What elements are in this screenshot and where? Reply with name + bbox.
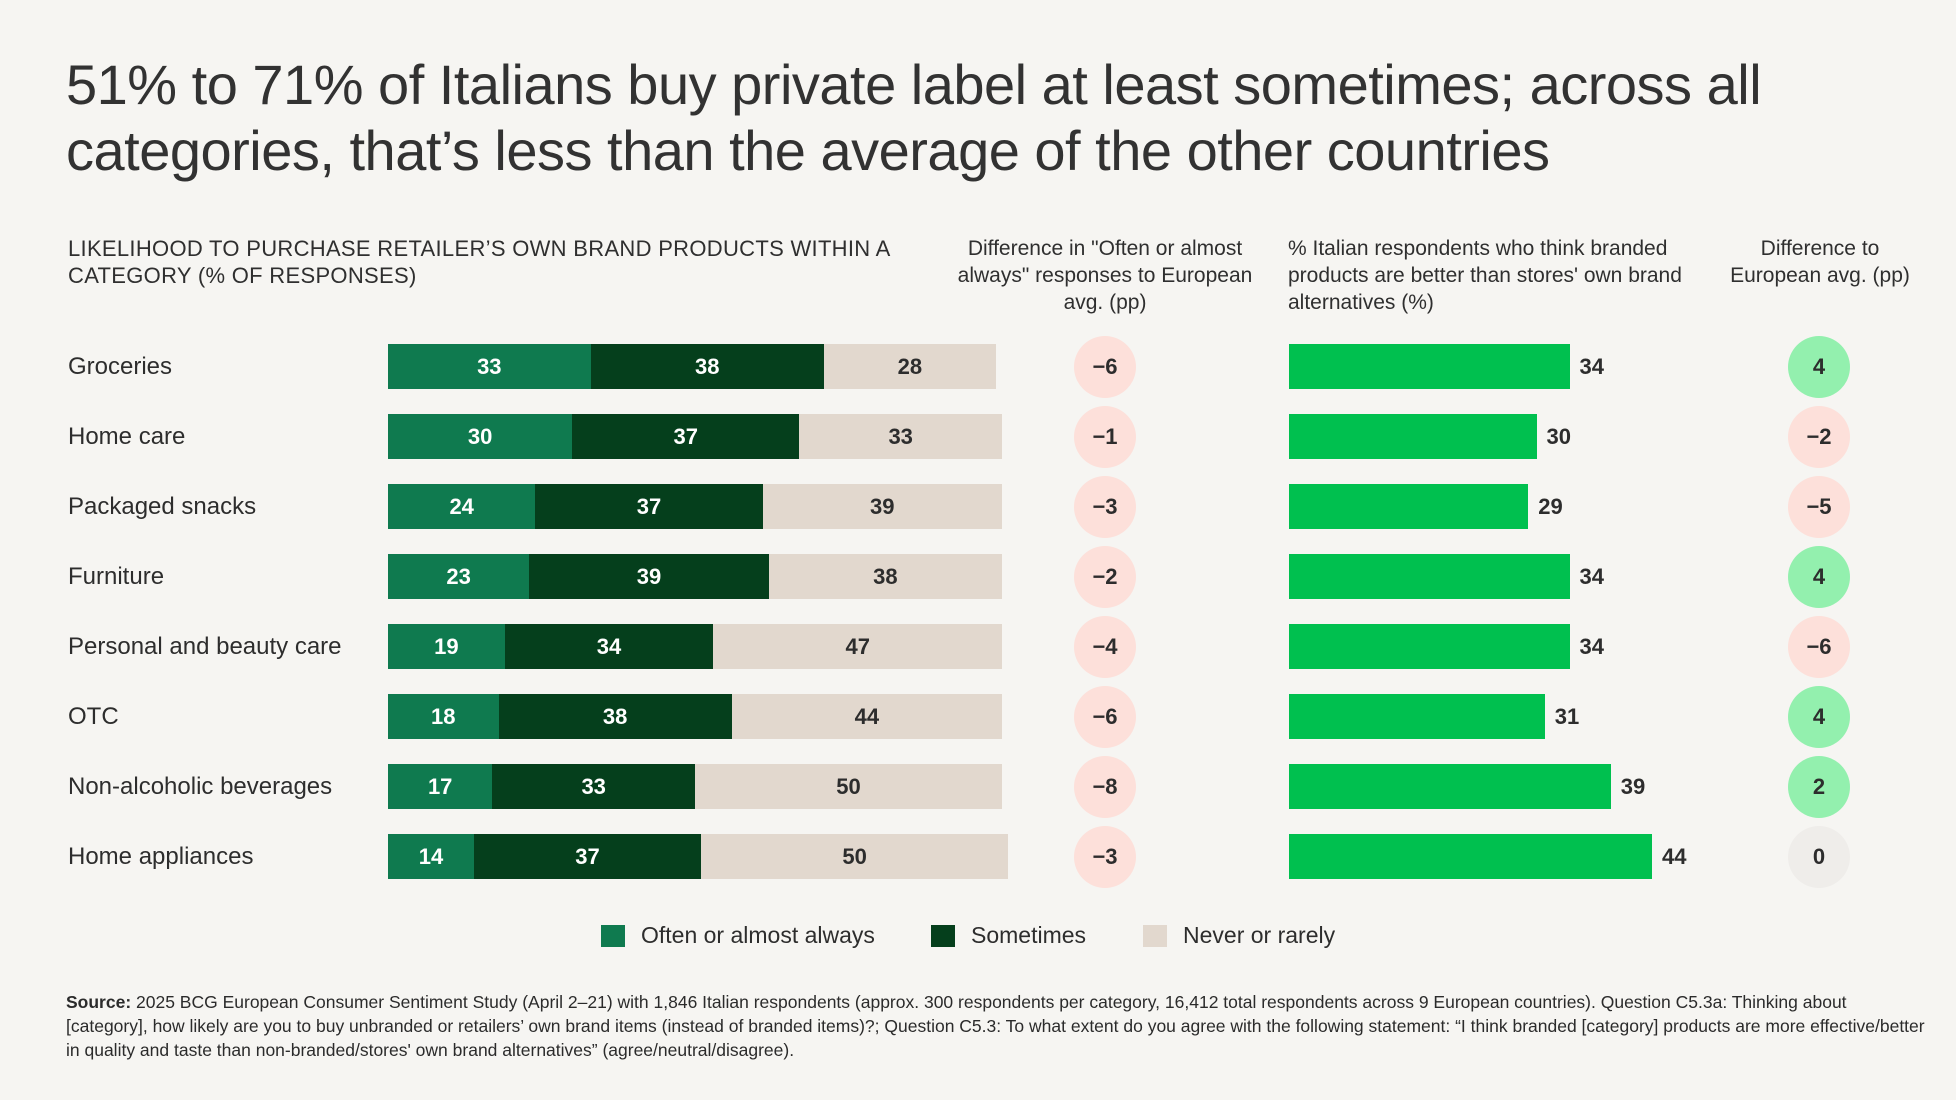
chart-title: 51% to 71% of Italians buy private label… [66, 53, 1762, 182]
category-label: Groceries [68, 353, 173, 380]
likelihood-header: LIKELIHOOD TO PURCHASE RETAILER’S OWN BR… [68, 236, 890, 288]
branded-value: 30 [1546, 424, 1571, 449]
diff-branded-value: 4 [1788, 546, 1850, 608]
diff-branded-value: 0 [1788, 826, 1850, 888]
bar-segment-often: 30 [388, 414, 573, 459]
bar-segment-often: 24 [388, 484, 536, 529]
legend-never-label: Never or rarely [1183, 922, 1336, 948]
diff-branded-value: −6 [1788, 616, 1850, 678]
branded-header: % Italian respondents who think branded … [1288, 237, 1682, 314]
diff-often-value: −8 [1074, 756, 1136, 818]
branded-bar [1289, 694, 1545, 739]
chart-row: Furniture 23 39 38 −2 34 4 [0, 546, 1956, 608]
chart-row: Non-alcoholic beverages 17 33 50 −8 39 2 [0, 756, 1956, 818]
chart-row: Packaged snacks 24 37 39 −3 29 −5 [0, 476, 1956, 538]
diff-often-value: −6 [1074, 336, 1136, 398]
diff-often-value: −3 [1074, 826, 1136, 888]
branded-value: 34 [1579, 634, 1604, 659]
legend-often-swatch [601, 924, 625, 947]
legend-often-label: Often or almost always [641, 922, 875, 948]
branded-value: 39 [1620, 774, 1646, 799]
diff-often-value: −2 [1074, 546, 1136, 608]
bar-segment-never: 50 [701, 834, 1009, 879]
legend-sometimes: Sometimes [931, 922, 1086, 949]
category-label: Packaged snacks [68, 493, 257, 520]
bar-segment-sometimes: 39 [529, 554, 769, 599]
bar-segment-often: 18 [388, 694, 499, 739]
branded-value: 31 [1554, 704, 1580, 729]
diff-often-value: −4 [1074, 616, 1136, 678]
legend-never: Never or rarely [1143, 922, 1335, 949]
bar-segment-never: 28 [823, 344, 996, 389]
branded-value: 34 [1579, 564, 1604, 589]
branded-value: 34 [1579, 354, 1604, 379]
bar-segment-often: 17 [388, 764, 493, 809]
category-label: OTC [68, 703, 119, 730]
category-label: Home care [68, 423, 186, 450]
diff-often-value: −3 [1074, 476, 1136, 538]
bar-segment-sometimes: 34 [504, 624, 714, 669]
diff-often-value: −6 [1074, 686, 1136, 748]
chart-row: Personal and beauty care 19 34 47 −4 34 −6 [0, 616, 1956, 678]
branded-value: 44 [1662, 844, 1687, 869]
diff-often-value: −1 [1074, 406, 1136, 468]
bar-segment-often: 33 [388, 344, 591, 389]
category-label: Personal and beauty care [68, 633, 342, 660]
bar-segment-often: 14 [388, 834, 474, 879]
bar-segment-never: 39 [762, 484, 1002, 529]
diff-branded-value: −2 [1788, 406, 1850, 468]
diff-often-header: Difference in "Often or almost always" r… [957, 237, 1253, 314]
legend: Often or almost always Sometimes Never o… [0, 922, 1956, 954]
chart-row: Home care 30 37 33 −1 30 −2 [0, 406, 1956, 468]
bar-segment-often: 23 [388, 554, 530, 599]
diff-branded-value: −5 [1788, 476, 1850, 538]
chart-row: Groceries 33 38 28 −6 34 4 [0, 336, 1956, 398]
bar-segment-sometimes: 37 [535, 484, 763, 529]
bar-segment-sometimes: 38 [590, 344, 824, 389]
legend-sometimes-label: Sometimes [971, 922, 1087, 948]
branded-bar [1289, 344, 1570, 389]
bar-segment-never: 50 [695, 764, 1002, 809]
chart-row: OTC 18 38 44 −6 31 4 [0, 686, 1956, 748]
legend-sometimes-swatch [931, 924, 955, 947]
branded-bar [1289, 834, 1652, 879]
branded-value: 29 [1538, 494, 1563, 519]
bar-segment-sometimes: 37 [473, 834, 702, 879]
source-label: Source: [66, 992, 132, 1012]
branded-bar [1289, 764, 1611, 809]
bar-segment-never: 33 [799, 414, 1002, 459]
branded-bar [1289, 484, 1529, 529]
category-label: Furniture [68, 563, 165, 590]
diff-branded-header: Difference to European avg. (pp) [1730, 237, 1910, 287]
diff-branded-value: 4 [1788, 336, 1850, 398]
branded-bar [1289, 414, 1537, 459]
category-label: Home appliances [68, 843, 254, 870]
legend-never-swatch [1143, 924, 1167, 947]
chart-row: Home appliances 14 37 50 −3 44 0 [0, 826, 1956, 888]
branded-bar [1289, 624, 1570, 669]
source-note: Source: 2025 BCG European Consumer Senti… [66, 990, 1926, 1062]
source-text: 2025 BCG European Consumer Sentiment Stu… [66, 992, 1925, 1060]
bar-segment-sometimes: 38 [498, 694, 732, 739]
bar-segment-never: 47 [713, 624, 1002, 669]
legend-often: Often or almost always [601, 922, 875, 949]
bar-segment-never: 38 [768, 554, 1002, 599]
bar-segment-often: 19 [388, 624, 505, 669]
diff-branded-value: 2 [1788, 756, 1850, 818]
diff-branded-value: 4 [1788, 686, 1850, 748]
bar-segment-sometimes: 37 [572, 414, 800, 459]
bar-segment-sometimes: 33 [492, 764, 695, 809]
bar-segment-never: 44 [731, 694, 1002, 739]
category-label: Non-alcoholic beverages [68, 773, 333, 800]
branded-bar [1289, 554, 1570, 599]
